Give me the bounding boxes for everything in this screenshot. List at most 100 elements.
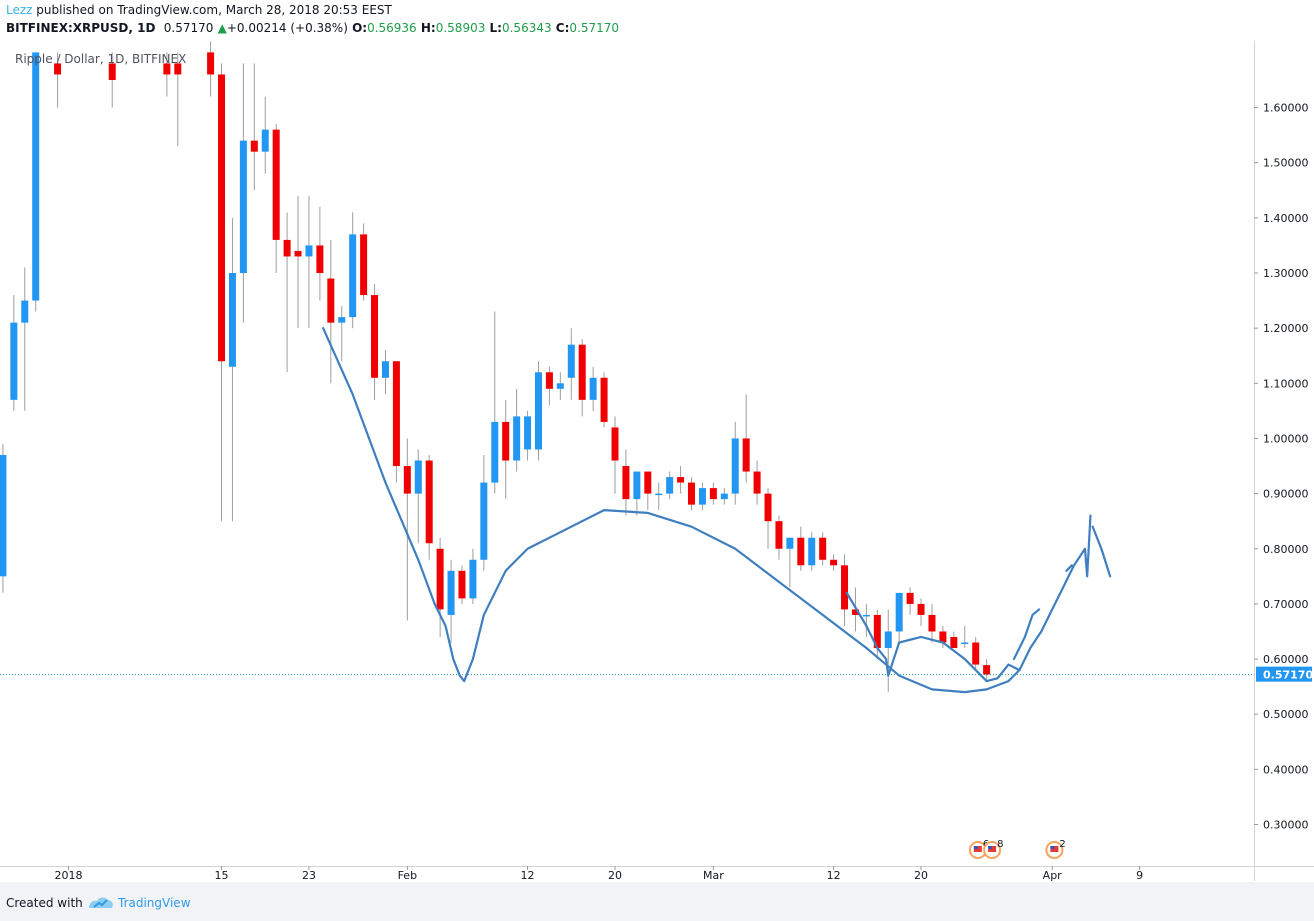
- candle-body-down: [371, 295, 379, 378]
- candle: [502, 399, 510, 500]
- candle: [589, 366, 597, 411]
- candle: [928, 603, 936, 643]
- x-tick-label: Mar: [703, 869, 724, 881]
- candle-body-up: [10, 322, 18, 400]
- drawing-inner-cup: [845, 514, 1092, 683]
- candle: [436, 537, 444, 637]
- candle-body-up: [884, 631, 892, 649]
- y-tick-label: 0.50000: [1263, 708, 1309, 721]
- candle-body-up: [480, 482, 488, 560]
- drawing-small-tail: [1065, 564, 1073, 572]
- ohlc-bar: BITFINEX:XRPUSD, 1D 0.57170 ▲+0.00214 (+…: [6, 21, 619, 35]
- footer-bar: Created with TradingView: [0, 882, 1314, 921]
- candle: [906, 587, 914, 615]
- candle: [775, 515, 783, 560]
- candle: [764, 488, 772, 549]
- candle: [939, 625, 947, 649]
- drawing-right-up-wave: [1012, 608, 1041, 661]
- candle: [283, 212, 291, 373]
- candle-body-down: [611, 427, 619, 461]
- candle: [578, 339, 586, 417]
- candle-body-up: [381, 361, 389, 378]
- candle: [545, 366, 553, 406]
- y-tick-label: 0.30000: [1263, 819, 1309, 832]
- candle: [403, 438, 411, 621]
- candle-body-up: [720, 493, 728, 500]
- tradingview-brand-link[interactable]: TradingView: [118, 896, 191, 910]
- candle-body-down: [54, 63, 62, 75]
- candle: [425, 454, 433, 560]
- candle-body-down: [250, 140, 258, 152]
- x-tick-label: 15: [215, 869, 229, 881]
- candle: [644, 471, 652, 511]
- candle: [272, 124, 280, 273]
- candle: [884, 609, 892, 693]
- candle-body-up: [524, 416, 532, 450]
- candle: [567, 328, 575, 400]
- candle: [218, 63, 226, 522]
- candle-body-down: [753, 471, 761, 494]
- y-tick-label: 0.60000: [1263, 653, 1309, 666]
- y-tick-label: 1.30000: [1263, 267, 1309, 280]
- candle-body-up: [961, 642, 969, 645]
- candle-body-down: [972, 642, 980, 665]
- change-value: +0.00214 (+0.38%): [226, 21, 348, 35]
- author-link[interactable]: Lezz: [6, 3, 33, 17]
- published-text: published on TradingView.com, March 28, …: [36, 3, 392, 17]
- candle-body-down: [272, 129, 280, 240]
- candle: [830, 554, 838, 571]
- candle-body-up: [589, 377, 597, 400]
- y-tick-label: 1.60000: [1263, 102, 1309, 115]
- candle-body-down: [283, 239, 291, 257]
- candle-body-down: [392, 361, 400, 467]
- candle-body-up: [567, 344, 575, 378]
- candle: [294, 195, 302, 329]
- candle-body-up: [862, 614, 870, 617]
- last-price: 0.57170: [163, 21, 214, 35]
- candle-body-down: [163, 63, 171, 75]
- candle-body-down: [917, 603, 925, 615]
- candle: [753, 460, 761, 505]
- candle-body-down: [600, 377, 608, 422]
- candle-body-up: [666, 477, 674, 494]
- last-price-label-bg: [1256, 666, 1312, 682]
- candle-body-down: [218, 74, 226, 362]
- candle-body-down: [797, 537, 805, 566]
- publish-info: Lezz published on TradingView.com, March…: [6, 3, 392, 17]
- candle: [709, 482, 717, 505]
- candle: [972, 636, 980, 671]
- candle-body-down: [742, 438, 750, 472]
- close-value: 0.57170: [569, 21, 620, 35]
- candle: [469, 548, 477, 604]
- candle: [207, 41, 215, 97]
- candle-body-down: [327, 278, 335, 323]
- y-tick-label: 0.80000: [1263, 543, 1309, 556]
- candle: [381, 350, 389, 395]
- candle: [316, 206, 324, 301]
- price-chart[interactable]: 0.30000 0.40000 0.50000 0.60000 0.70000 0.800…: [0, 41, 1314, 881]
- candle-body-down: [578, 344, 586, 400]
- candle: [534, 361, 542, 461]
- candle: [239, 63, 247, 323]
- chart-area[interactable]: 0.30000 0.40000 0.50000 0.60000 0.70000 0.800…: [0, 41, 1314, 881]
- created-with-text: Created with: [6, 896, 83, 910]
- candle-body-down: [688, 482, 696, 505]
- candle: [961, 625, 969, 649]
- candle: [688, 477, 696, 511]
- close-label: C:: [555, 21, 570, 35]
- candle: [786, 537, 794, 588]
- candle-body-up: [698, 488, 706, 505]
- candle: [349, 212, 357, 329]
- candle-body-down: [851, 609, 859, 615]
- candle: [513, 388, 521, 472]
- x-tick-label: 23: [302, 869, 316, 881]
- x-tick-label: Feb: [398, 869, 417, 881]
- candle: [556, 372, 564, 400]
- chart-legend-title: Ripple / Dollar, 1D, BITFINEX: [15, 52, 187, 66]
- y-tick-label: 0.90000: [1263, 488, 1309, 501]
- candle: [862, 603, 870, 637]
- candle: [414, 449, 422, 544]
- tradingview-logo-icon: [89, 897, 113, 908]
- candle: [327, 239, 335, 384]
- candle-body-down: [458, 570, 466, 599]
